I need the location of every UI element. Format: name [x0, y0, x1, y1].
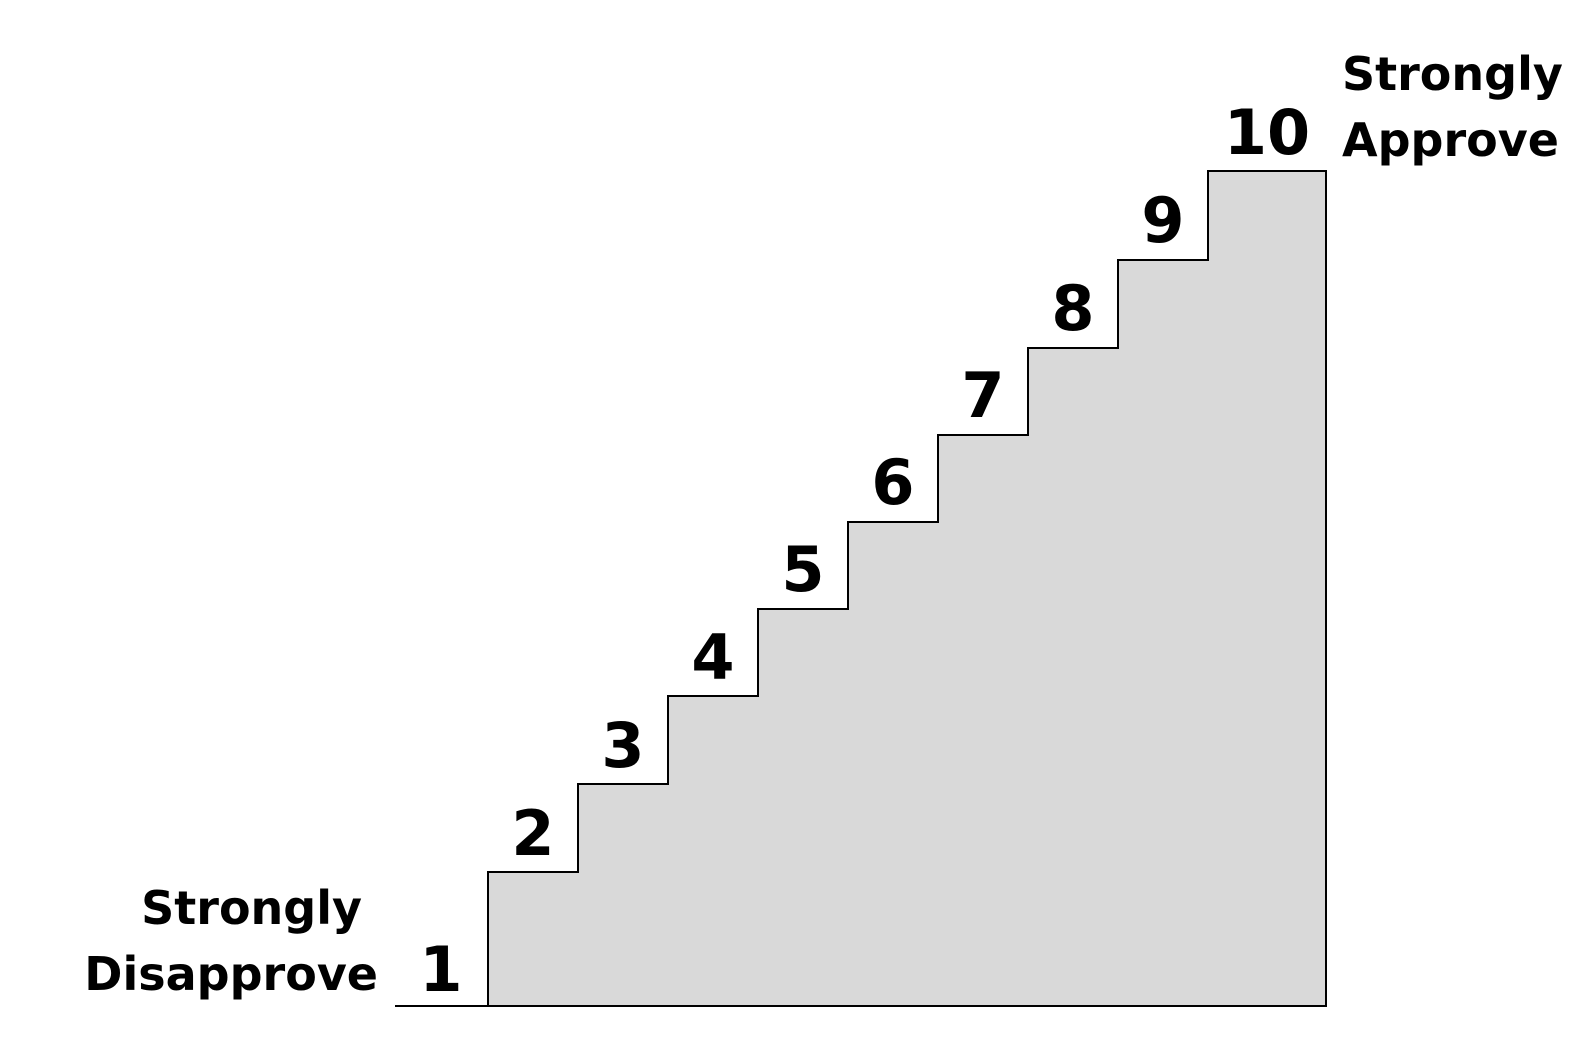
strongly-disapprove-label: Strongly Disapprove [84, 881, 378, 1001]
strongly-approve-label: Strongly Approve [1342, 47, 1579, 167]
step-number-1: 1 [419, 933, 462, 1006]
step-number-8: 8 [1051, 272, 1094, 345]
step-number-7: 7 [961, 359, 1004, 432]
step-number-6: 6 [871, 446, 914, 519]
low-label-line-1: Strongly [141, 881, 362, 935]
step-number-4: 4 [691, 621, 734, 694]
high-label-line-2: Approve [1342, 113, 1559, 167]
step-number-9: 9 [1141, 184, 1184, 257]
step-number-10: 10 [1224, 96, 1310, 169]
step-number-5: 5 [781, 533, 824, 606]
step-number-2: 2 [511, 797, 554, 870]
low-label-line-2: Disapprove [84, 947, 378, 1001]
step-number-3: 3 [601, 709, 644, 782]
staircase-shape [487, 170, 1327, 1007]
high-label-line-1: Strongly [1342, 47, 1563, 101]
